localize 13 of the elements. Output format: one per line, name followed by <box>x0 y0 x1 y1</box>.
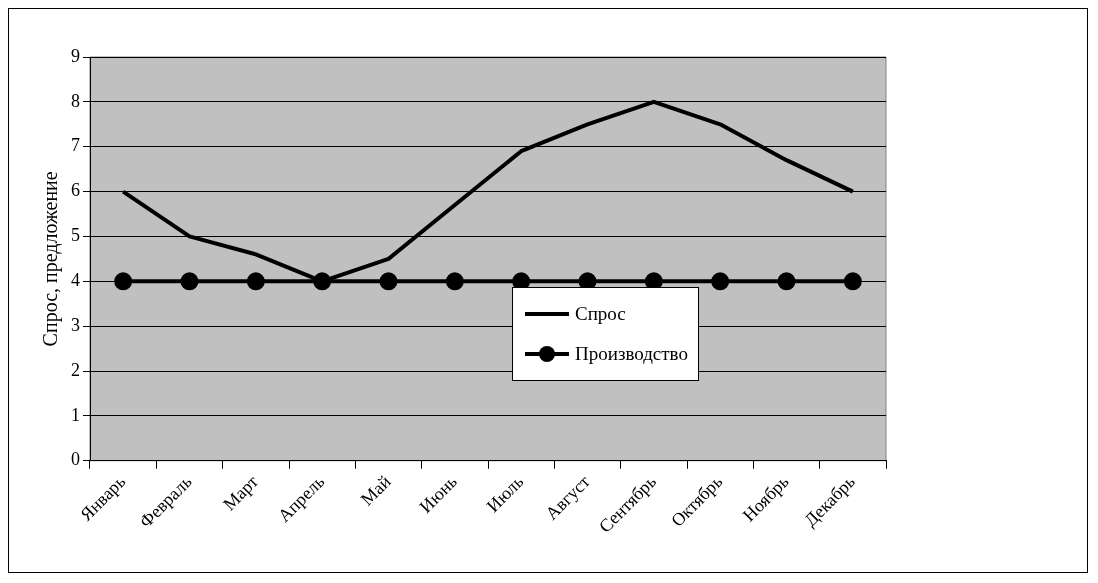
y-tick-label: 1 <box>71 404 80 425</box>
legend-label: Производство <box>575 343 688 365</box>
y-tick-label: 2 <box>71 359 80 380</box>
legend-label: Спрос <box>575 303 626 325</box>
y-tick-label: 4 <box>71 270 80 291</box>
y-tick-label: 8 <box>71 90 80 111</box>
y-axis-title: Спрос, предложение <box>39 171 63 347</box>
y-tick-label: 9 <box>71 45 80 66</box>
y-tick-label: 3 <box>71 314 80 335</box>
y-tick-label: 7 <box>71 135 80 156</box>
y-tick-label: 5 <box>71 225 80 246</box>
y-tick-label: 6 <box>71 180 80 201</box>
y-tick-label: 0 <box>71 449 80 470</box>
